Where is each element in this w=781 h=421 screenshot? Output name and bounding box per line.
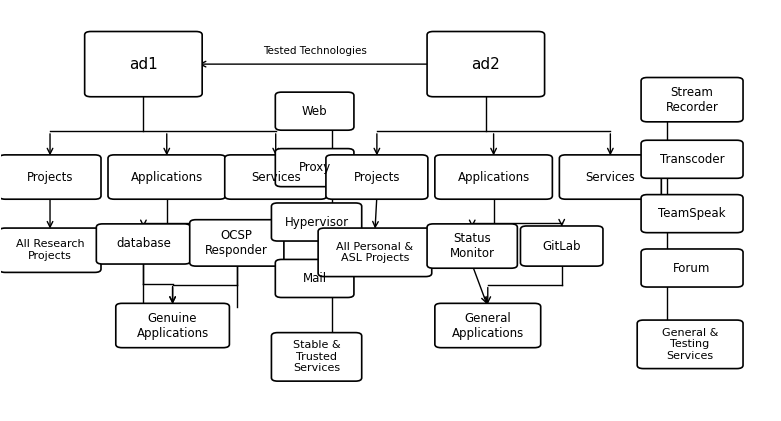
Text: Genuine
Applications: Genuine Applications: [137, 312, 209, 339]
FancyBboxPatch shape: [318, 228, 432, 277]
FancyBboxPatch shape: [435, 304, 540, 348]
Text: Projects: Projects: [27, 171, 73, 184]
Text: All Research
Projects: All Research Projects: [16, 240, 84, 261]
Text: Forum: Forum: [673, 261, 711, 274]
Text: database: database: [116, 237, 171, 250]
FancyBboxPatch shape: [96, 224, 191, 264]
Text: OCSP
Responder: OCSP Responder: [205, 229, 268, 257]
Text: Applications: Applications: [130, 171, 203, 184]
FancyBboxPatch shape: [559, 155, 662, 199]
FancyBboxPatch shape: [276, 92, 354, 130]
FancyBboxPatch shape: [641, 195, 743, 233]
Text: Stable &
Trusted
Services: Stable & Trusted Services: [293, 340, 341, 373]
FancyBboxPatch shape: [272, 203, 362, 241]
Text: Stream
Recorder: Stream Recorder: [665, 85, 719, 114]
Text: General &
Testing
Services: General & Testing Services: [662, 328, 719, 361]
Text: Tested Technologies: Tested Technologies: [262, 46, 366, 56]
FancyBboxPatch shape: [0, 228, 101, 272]
FancyBboxPatch shape: [276, 259, 354, 298]
FancyBboxPatch shape: [520, 226, 603, 266]
Text: ad2: ad2: [472, 56, 500, 72]
Text: Transcoder: Transcoder: [660, 153, 724, 166]
Text: Services: Services: [586, 171, 635, 184]
FancyBboxPatch shape: [641, 140, 743, 179]
FancyBboxPatch shape: [108, 155, 226, 199]
Text: General
Applications: General Applications: [451, 312, 524, 339]
Text: Status
Monitor: Status Monitor: [450, 232, 494, 260]
FancyBboxPatch shape: [276, 149, 354, 187]
FancyBboxPatch shape: [637, 320, 743, 369]
Text: Projects: Projects: [354, 171, 400, 184]
Text: Services: Services: [251, 171, 301, 184]
Text: All Personal &
ASL Projects: All Personal & ASL Projects: [337, 242, 413, 263]
Text: GitLab: GitLab: [543, 240, 581, 253]
Text: TeamSpeak: TeamSpeak: [658, 207, 726, 220]
FancyBboxPatch shape: [427, 32, 544, 97]
Text: Proxy: Proxy: [298, 161, 330, 174]
FancyBboxPatch shape: [641, 249, 743, 287]
FancyBboxPatch shape: [427, 224, 517, 268]
Text: Applications: Applications: [458, 171, 530, 184]
Text: ad1: ad1: [129, 56, 158, 72]
FancyBboxPatch shape: [84, 32, 202, 97]
FancyBboxPatch shape: [0, 155, 101, 199]
FancyBboxPatch shape: [641, 77, 743, 122]
FancyBboxPatch shape: [225, 155, 326, 199]
FancyBboxPatch shape: [190, 220, 284, 266]
FancyBboxPatch shape: [326, 155, 428, 199]
Text: Mail: Mail: [302, 272, 326, 285]
Text: Hypervisor: Hypervisor: [284, 216, 348, 229]
FancyBboxPatch shape: [116, 304, 230, 348]
FancyBboxPatch shape: [435, 155, 552, 199]
FancyBboxPatch shape: [272, 333, 362, 381]
Text: Web: Web: [301, 105, 327, 118]
